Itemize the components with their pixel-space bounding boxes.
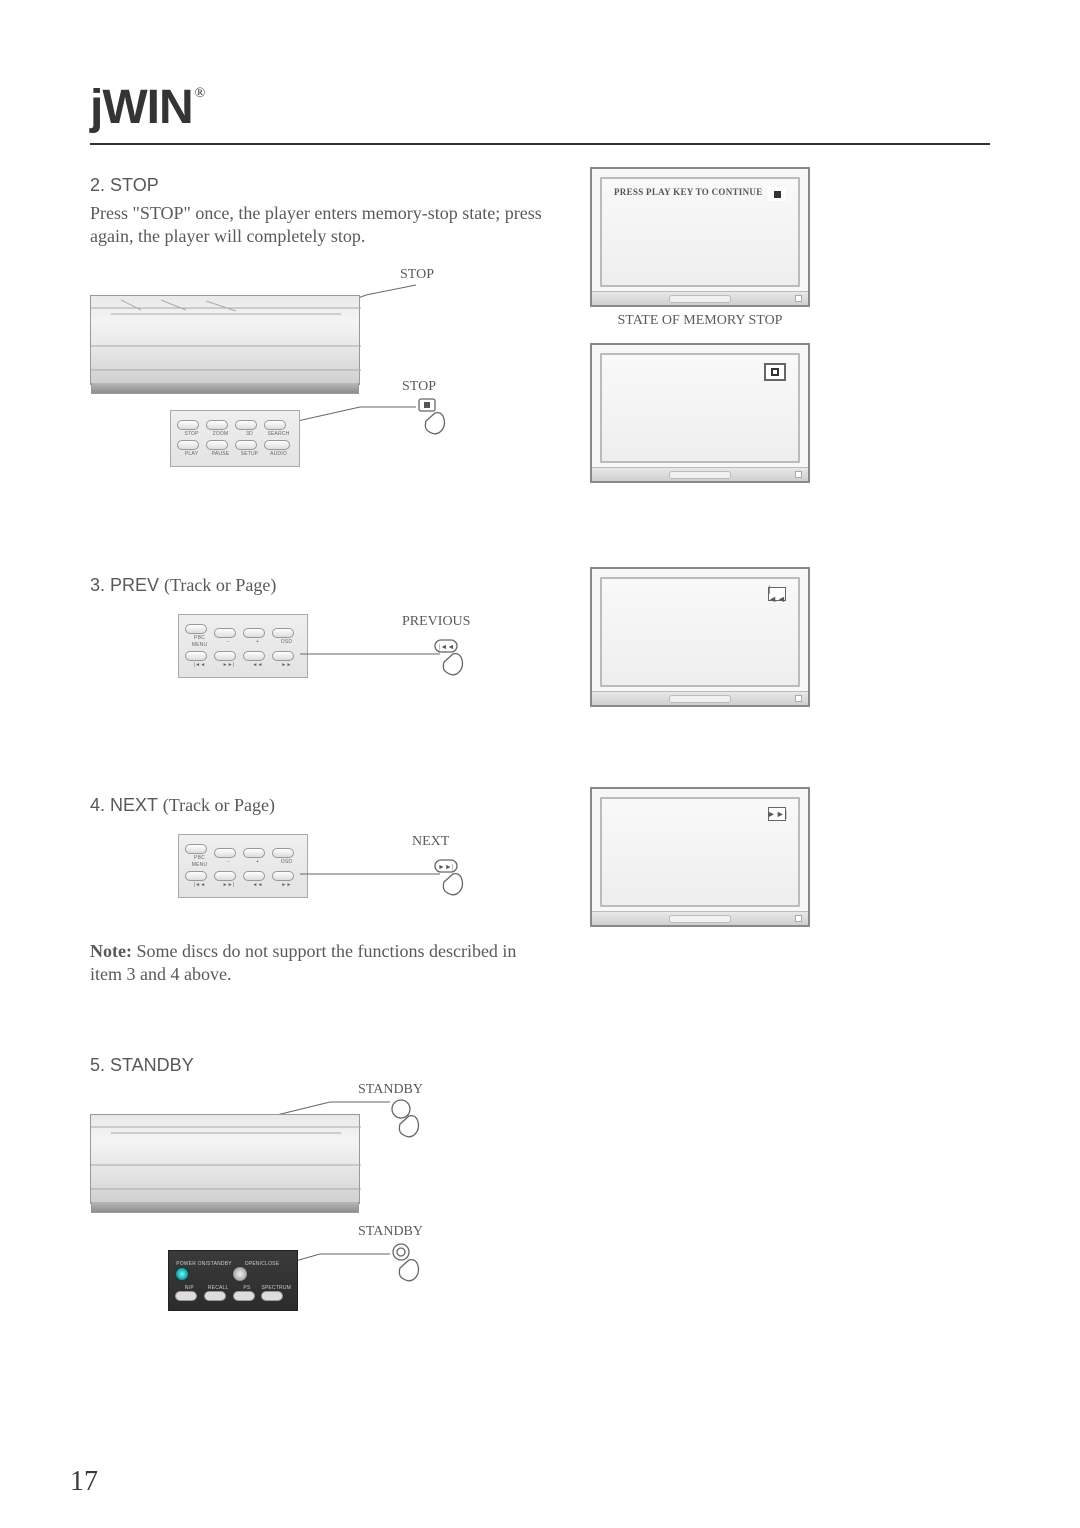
remote-btn-search: SEARCH: [264, 431, 293, 437]
tv-full-stop: [590, 343, 810, 483]
remote-btn-setup: SETUP: [235, 451, 264, 457]
osd-next-icon: ►►|: [768, 807, 786, 821]
section-stop: 2. STOP Press "STOP" once, the player en…: [90, 175, 990, 505]
device-top-stop: [90, 295, 360, 385]
header-rule: [90, 143, 990, 145]
pointer-hand-standby-2: [386, 1242, 428, 1287]
next-title-num: 4. NEXT: [90, 795, 158, 815]
device-top-standby: [90, 1114, 360, 1204]
section-standby: 5. STANDBY STANDBY: [90, 1055, 990, 1325]
stop-label-bottom: STOP: [402, 379, 436, 395]
standby-label-bottom: STANDBY: [358, 1224, 423, 1240]
tv-memory-stop: PRESS PLAY KEY TO CONTINUE STATE OF MEMO…: [590, 167, 810, 329]
remote-btn-3d: 3D: [235, 431, 264, 437]
stop-body: Press "STOP" once, the player enters mem…: [90, 202, 570, 249]
prev-leader: [300, 644, 450, 664]
prev-label: PREVIOUS: [402, 614, 470, 630]
osd-stop-outline-icon: [764, 363, 786, 381]
svg-text:►►|: ►►|: [438, 863, 453, 871]
remote-btn-stop: STOP: [177, 431, 206, 437]
osd-text-continue: PRESS PLAY KEY TO CONTINUE: [614, 187, 763, 197]
note-label: Note:: [90, 941, 132, 961]
remote-standby: POWER ON/STANDBY OPEN/CLOSE N/P RECALL P…: [168, 1250, 298, 1311]
prev-title: 3. PREV (Track or Page): [90, 575, 990, 596]
next-title: 4. NEXT (Track or Page): [90, 795, 990, 816]
osd-prev-icon: |◄◄: [768, 587, 786, 601]
remote-btn-pause: PAUSE: [206, 451, 235, 457]
page-number: 17: [70, 1466, 98, 1498]
tv-prev: |◄◄: [590, 567, 810, 707]
svg-text:|◄◄: |◄◄: [439, 643, 454, 651]
remote-btn-pbc: PBC: [185, 635, 214, 641]
osd-stop-icon: [768, 187, 786, 201]
stop-title: 2. STOP: [90, 175, 570, 196]
remote-stop: STOP ZOOM 3D SEARCH PLAY PAUSE SETUP AUD…: [170, 410, 300, 467]
pointer-hand-2: [412, 395, 454, 440]
next-leader: [300, 864, 450, 884]
next-title-sub: (Track or Page): [163, 795, 275, 815]
remote-next: PBCMENU − + OSD |◄◄ ►►| ◄◄ ►►: [178, 834, 308, 898]
pointer-hand-next: ►►|: [430, 856, 472, 901]
next-note: Note: Some discs do not support the func…: [90, 940, 520, 987]
remote-btn-play: PLAY: [177, 451, 206, 457]
remote-btn-audio: AUDIO: [264, 451, 293, 457]
prev-title-num: 3. PREV: [90, 575, 159, 595]
prev-title-sub: (Track or Page): [164, 575, 276, 595]
tv-next: ►►|: [590, 787, 810, 927]
section-next: 4. NEXT (Track or Page) PBCMENU − + OSD …: [90, 795, 990, 995]
pointer-hand-standby-1: [386, 1098, 428, 1143]
note-body: Some discs do not support the functions …: [90, 941, 516, 984]
remote-btn-zoom: ZOOM: [206, 431, 235, 437]
remote-btn-osd: OSD: [272, 639, 301, 645]
section-prev: 3. PREV (Track or Page) PBCMENU − + OSD …: [90, 575, 990, 755]
standby-title: 5. STANDBY: [90, 1055, 990, 1076]
remote-btn-menu: MENU: [185, 642, 214, 648]
registered-mark: ®: [195, 86, 206, 102]
brand-logo: jWIN: [90, 80, 193, 135]
pointer-hand-prev: |◄◄: [430, 636, 472, 681]
remote-prev: PBCMENU − + OSD |◄◄ ►►| ◄◄ ►►: [178, 614, 308, 678]
next-label: NEXT: [412, 834, 449, 850]
tv-caption-memory: STATE OF MEMORY STOP: [590, 313, 810, 329]
brand-header: jWIN ®: [90, 80, 990, 135]
